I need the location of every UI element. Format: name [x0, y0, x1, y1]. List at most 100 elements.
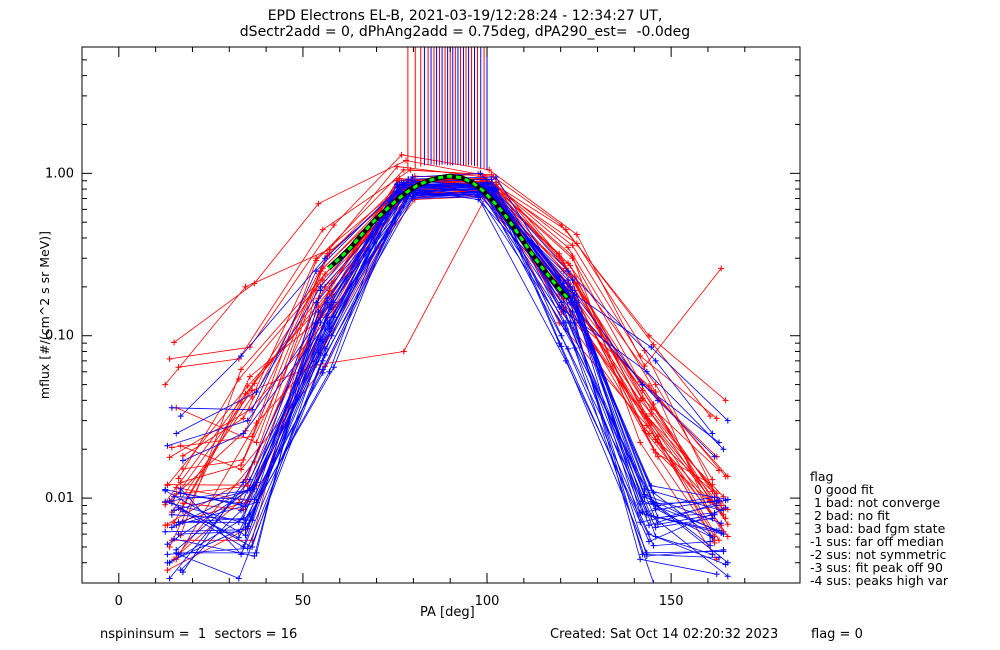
data-point-marker [711, 539, 718, 546]
data-point-marker [724, 417, 731, 424]
data-point-marker [235, 575, 242, 582]
series-line [176, 187, 729, 577]
data-point-marker [646, 522, 653, 529]
data-point-marker [166, 497, 173, 504]
data-point-marker [718, 265, 725, 272]
data-point-marker [475, 192, 482, 199]
data-point-marker [641, 363, 648, 370]
series-line [169, 190, 722, 564]
y-tick-label: 0.01 [45, 491, 74, 506]
data-point-marker [319, 277, 326, 284]
data-point-marker [400, 166, 407, 173]
data-point-marker [166, 559, 173, 566]
data-point-marker [643, 422, 650, 429]
footer-flag: flag = 0 [811, 627, 863, 642]
data-point-marker [643, 368, 650, 375]
data-point-marker [720, 531, 727, 538]
data-point-marker [168, 444, 175, 451]
data-point-marker [319, 338, 326, 345]
data-point-marker [398, 151, 405, 158]
data-point-marker [565, 268, 572, 275]
data-point-marker [253, 549, 260, 556]
data-point-marker [238, 366, 245, 373]
data-point-marker [641, 347, 648, 354]
data-point-marker [558, 332, 565, 339]
series-line [165, 184, 717, 536]
data-point-marker [720, 446, 727, 453]
series-line [178, 188, 656, 583]
data-point-marker [556, 304, 563, 311]
data-point-marker [637, 556, 644, 563]
data-point-marker [244, 383, 251, 390]
data-point-marker [569, 252, 576, 259]
data-point-marker [238, 551, 245, 558]
data-point-marker [479, 181, 486, 188]
data-point-marker [162, 528, 169, 535]
data-point-marker [313, 268, 320, 275]
data-point-marker [713, 498, 720, 505]
data-point-marker [175, 551, 182, 558]
data-point-marker [319, 226, 326, 233]
data-point-marker [240, 430, 247, 437]
data-point-marker [707, 413, 714, 420]
data-point-marker [411, 191, 418, 198]
legend-item: -2 sus: not symmetric [810, 547, 947, 562]
data-point-marker [650, 542, 657, 549]
y-tick-label: 0.10 [45, 329, 74, 344]
data-point-marker [567, 299, 574, 306]
data-point-marker [722, 504, 729, 511]
data-point-marker [652, 381, 659, 388]
data-point-marker [313, 255, 320, 262]
data-point-marker [235, 376, 242, 383]
data-point-marker [251, 458, 258, 465]
data-point-marker [654, 453, 661, 460]
data-point-marker [179, 569, 186, 576]
data-point-marker [650, 580, 657, 583]
data-point-marker [179, 500, 186, 507]
data-point-marker [709, 430, 716, 437]
data-point-marker [162, 381, 169, 388]
data-point-marker [177, 442, 184, 449]
chart-title-line2: dSectr2add = 0, dPhAng2add = 0.75deg, dP… [239, 24, 691, 40]
data-point-marker [328, 299, 335, 306]
series-line [180, 172, 713, 434]
legend-item: 0 good fit [810, 482, 874, 497]
series-line [182, 196, 715, 544]
data-point-marker [562, 226, 569, 233]
x-tick-label: 150 [659, 594, 684, 609]
data-point-marker [238, 466, 245, 473]
y-tick-label: 1.00 [45, 166, 74, 181]
data-point-marker [168, 511, 175, 518]
data-point-marker [173, 430, 180, 437]
data-point-marker [317, 283, 324, 290]
fit-curve [327, 174, 570, 300]
data-point-marker [240, 415, 247, 422]
data-point-marker [313, 299, 320, 306]
data-point-marker [177, 413, 184, 420]
data-point-marker [711, 453, 718, 460]
data-point-marker [330, 222, 337, 229]
data-point-marker [641, 491, 648, 498]
legend-item: -4 sus: peaks high var [810, 573, 949, 588]
data-point-marker [322, 270, 329, 277]
data-point-marker [724, 473, 731, 480]
data-point-marker [164, 482, 171, 489]
data-point-marker [562, 319, 569, 326]
x-axis-label: PA [deg] [420, 605, 475, 620]
data-point-marker [713, 571, 720, 578]
data-point-marker [246, 511, 253, 518]
data-point-marker [162, 487, 169, 494]
data-point-marker [396, 181, 403, 188]
data-point-marker [722, 561, 729, 568]
data-point-marker [639, 509, 646, 516]
data-point-marker [560, 283, 567, 290]
data-point-marker [244, 545, 251, 552]
data-point-marker [488, 176, 495, 183]
data-point-marker [246, 476, 253, 483]
data-point-marker [173, 522, 180, 529]
data-point-marker [724, 496, 731, 503]
data-point-marker [171, 535, 178, 542]
data-point-marker [486, 166, 493, 173]
data-point-marker [405, 176, 412, 183]
data-point-marker [175, 504, 182, 511]
